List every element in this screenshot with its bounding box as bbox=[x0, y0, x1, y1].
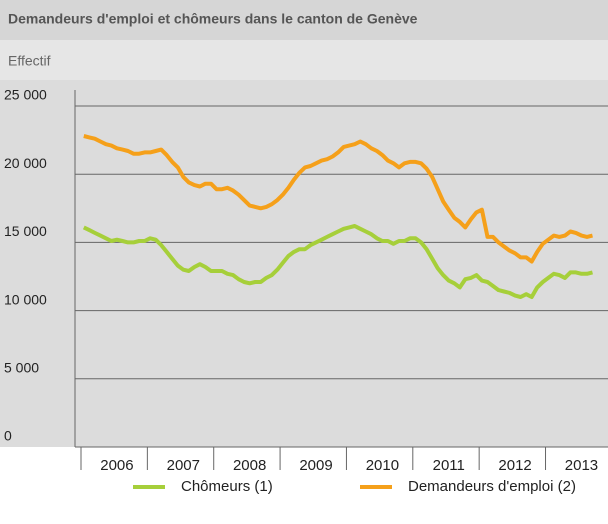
y-tick-label: 15 000 bbox=[4, 223, 47, 239]
legend-label: Demandeurs d'emploi (2) bbox=[408, 478, 576, 495]
series-line bbox=[83, 134, 593, 264]
legend-label: Chômeurs (1) bbox=[181, 478, 273, 495]
y-tick-label: 20 000 bbox=[4, 155, 47, 171]
x-tick-label: 2013 bbox=[565, 457, 598, 474]
plot-background bbox=[0, 80, 608, 447]
subtitle-band bbox=[0, 40, 608, 80]
y-tick-label: 25 000 bbox=[4, 87, 47, 103]
chart-title: Demandeurs d'emploi et chômeurs dans le … bbox=[8, 11, 418, 27]
y-tick-label: 10 000 bbox=[4, 291, 47, 307]
chart-subtitle: Effectif bbox=[8, 53, 51, 69]
title-band bbox=[0, 0, 608, 40]
series-line bbox=[82, 224, 593, 299]
x-tick-label: 2007 bbox=[167, 457, 200, 474]
y-tick-label: 0 bbox=[4, 428, 12, 444]
x-tick-label: 2010 bbox=[366, 457, 399, 474]
x-tick-label: 2011 bbox=[433, 457, 465, 474]
x-tick-label: 2008 bbox=[233, 457, 266, 474]
y-tick-label: 5 000 bbox=[4, 360, 39, 376]
x-tick-label: 2012 bbox=[498, 457, 531, 474]
x-tick-label: 2006 bbox=[100, 457, 133, 474]
x-tick-label: 2009 bbox=[299, 457, 332, 474]
